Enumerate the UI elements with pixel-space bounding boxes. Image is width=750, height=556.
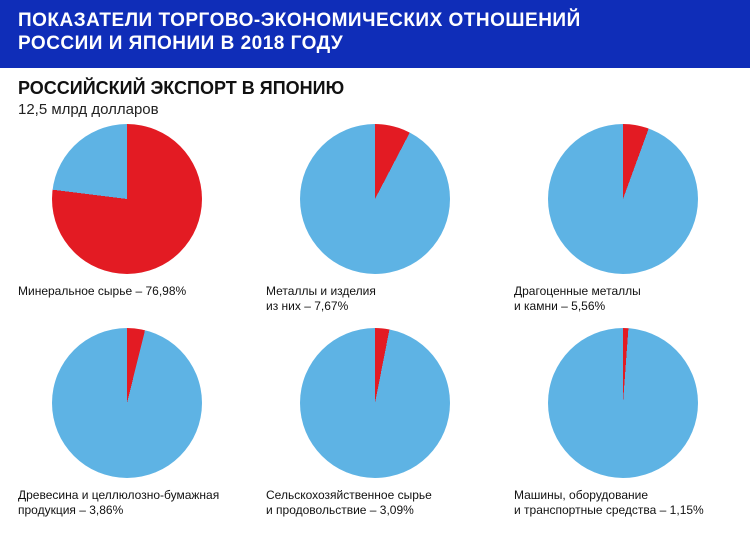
pie-chart (300, 124, 450, 274)
title-banner: ПОКАЗАТЕЛИ ТОРГОВО-ЭКОНОМИЧЕСКИХ ОТНОШЕН… (0, 0, 750, 68)
pie-label: Древесина и целлюлозно-бумажнаяпродукция… (18, 488, 219, 518)
pie-cell: Драгоценные металлыи камни – 5,56% (514, 124, 732, 314)
content-area: РОССИЙСКИЙ ЭКСПОРТ В ЯПОНИЮ 12,5 млрд до… (0, 68, 750, 518)
pie-chart (52, 124, 202, 274)
pie-chart (548, 328, 698, 478)
pie-cell: Минеральное сырье – 76,98% (18, 124, 236, 314)
pie-label: Металлы и изделияиз них – 7,67% (266, 284, 376, 314)
banner-line1: ПОКАЗАТЕЛИ ТОРГОВО-ЭКОНОМИЧЕСКИХ ОТНОШЕН… (18, 10, 732, 33)
amount: 12,5 млрд долларов (18, 101, 732, 118)
pie-chart (548, 124, 698, 274)
pie-cell: Сельскохозяйственное сырьеи продовольств… (266, 328, 484, 518)
pie-label: Минеральное сырье – 76,98% (18, 284, 186, 313)
pie-chart (52, 328, 202, 478)
pie-cell: Машины, оборудованиеи транспортные средс… (514, 328, 732, 518)
pie-cell: Металлы и изделияиз них – 7,67% (266, 124, 484, 314)
pie-chart (300, 328, 450, 478)
pie-label: Машины, оборудованиеи транспортные средс… (514, 488, 704, 518)
pie-cell: Древесина и целлюлозно-бумажнаяпродукция… (18, 328, 236, 518)
pie-grid: Минеральное сырье – 76,98% Металлы и изде… (18, 124, 732, 518)
subtitle: РОССИЙСКИЙ ЭКСПОРТ В ЯПОНИЮ (18, 78, 732, 99)
pie-label: Сельскохозяйственное сырьеи продовольств… (266, 488, 432, 518)
pie-label: Драгоценные металлыи камни – 5,56% (514, 284, 641, 314)
banner-line2: РОССИИ И ЯПОНИИ В 2018 ГОДУ (18, 33, 732, 56)
